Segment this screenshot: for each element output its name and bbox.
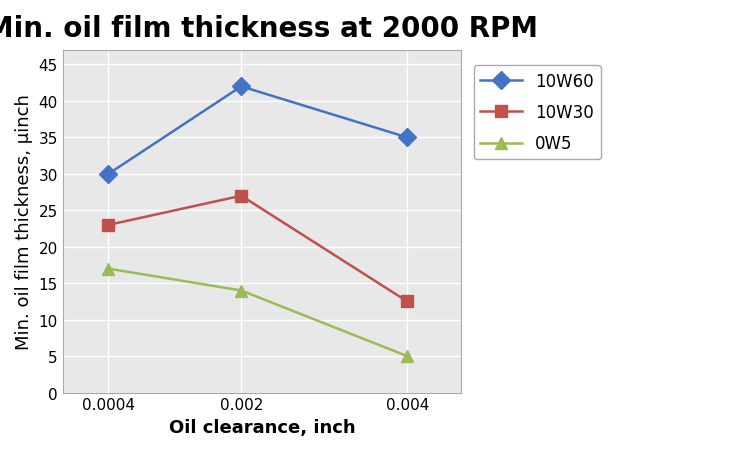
10W60 xyxy=(403,135,412,141)
10W30 xyxy=(104,223,113,228)
Line: 10W30: 10W30 xyxy=(102,190,413,308)
0W5 xyxy=(403,354,412,359)
Title: Min. oil film thickness at 2000 RPM: Min. oil film thickness at 2000 RPM xyxy=(0,15,538,43)
Y-axis label: Min. oil film thickness, μinch: Min. oil film thickness, μinch xyxy=(15,94,33,350)
0W5 xyxy=(236,288,245,294)
Line: 10W60: 10W60 xyxy=(102,81,413,181)
10W60 xyxy=(236,84,245,90)
0W5 xyxy=(104,267,113,272)
10W60 xyxy=(104,172,113,177)
Legend: 10W60, 10W30, 0W5: 10W60, 10W30, 0W5 xyxy=(474,66,601,160)
10W30 xyxy=(403,299,412,304)
X-axis label: Oil clearance, inch: Oil clearance, inch xyxy=(169,418,355,436)
10W30 xyxy=(236,193,245,199)
Line: 0W5: 0W5 xyxy=(102,263,413,363)
